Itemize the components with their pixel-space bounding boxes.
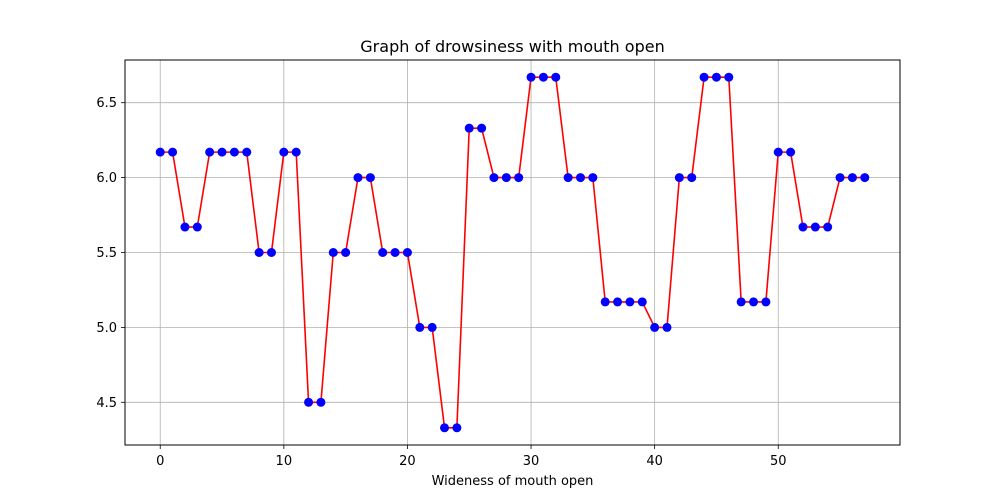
- data-point: [168, 147, 178, 157]
- x-axis-ticks: 0 10 20 30 40 50: [156, 445, 787, 469]
- data-point: [588, 173, 598, 183]
- data-point: [353, 173, 363, 183]
- data-point: [600, 297, 610, 307]
- data-point: [464, 123, 474, 133]
- data-point: [242, 147, 252, 157]
- data-point: [415, 322, 425, 332]
- data-point: [254, 248, 264, 257]
- data-point: [402, 248, 412, 257]
- series-line: [160, 76, 865, 429]
- series-markers-group: [155, 72, 870, 433]
- data-point: [860, 173, 870, 183]
- data-point: [563, 173, 573, 183]
- data-point: [477, 123, 487, 133]
- x-tick-label: 30: [523, 454, 540, 469]
- data-point: [662, 322, 672, 332]
- data-point: [501, 173, 511, 183]
- series-line-group: [160, 76, 865, 429]
- data-point: [328, 248, 338, 257]
- data-point: [761, 297, 771, 307]
- data-point: [823, 222, 833, 232]
- data-point: [526, 72, 536, 82]
- data-point: [613, 297, 623, 307]
- y-tick-label: 4.5: [96, 396, 117, 411]
- data-point: [736, 297, 746, 307]
- data-point: [341, 248, 351, 257]
- x-tick-label: 0: [156, 454, 164, 469]
- data-point: [810, 222, 820, 232]
- x-tick-label: 40: [646, 454, 663, 469]
- data-point: [835, 173, 845, 183]
- grid-lines: [125, 60, 900, 445]
- data-point: [304, 397, 314, 407]
- data-point: [365, 173, 375, 183]
- data-point: [229, 147, 239, 157]
- data-point: [390, 248, 400, 257]
- x-tick-label: 10: [276, 454, 293, 469]
- data-point: [440, 423, 450, 433]
- x-axis-label: Wideness of mouth open: [432, 474, 594, 489]
- data-point: [749, 297, 759, 307]
- y-axis-ticks: 4.5 5.0 5.5 6.0 6.5: [96, 96, 125, 411]
- data-point: [316, 397, 326, 407]
- data-point: [575, 173, 585, 183]
- data-point: [699, 72, 709, 82]
- data-point: [155, 147, 165, 157]
- data-point: [786, 147, 796, 157]
- data-point: [378, 248, 388, 257]
- data-point: [724, 72, 734, 82]
- data-point: [489, 173, 499, 183]
- chart-title: Graph of drowsiness with mouth open: [360, 37, 664, 56]
- data-point: [773, 147, 783, 157]
- data-point: [650, 322, 660, 332]
- x-tick-label: 50: [770, 454, 787, 469]
- data-point: [180, 222, 190, 232]
- data-point: [711, 72, 721, 82]
- data-point: [266, 248, 276, 257]
- y-tick-label: 5.5: [96, 246, 117, 261]
- y-tick-label: 5.0: [96, 321, 117, 336]
- data-point: [192, 222, 202, 232]
- y-tick-label: 6.5: [96, 96, 117, 111]
- data-point: [427, 322, 437, 332]
- data-point: [452, 423, 462, 433]
- data-point: [798, 222, 808, 232]
- data-point: [551, 72, 561, 82]
- data-point: [674, 173, 684, 183]
- data-point: [205, 147, 215, 157]
- data-point: [538, 72, 548, 82]
- y-tick-label: 6.0: [96, 171, 117, 186]
- data-point: [291, 147, 301, 157]
- data-point: [279, 147, 289, 157]
- data-point: [514, 173, 524, 183]
- data-point: [625, 297, 635, 307]
- x-tick-label: 20: [399, 454, 416, 469]
- data-point: [637, 297, 647, 307]
- data-point: [687, 173, 697, 183]
- data-point: [217, 147, 227, 157]
- data-point: [847, 173, 857, 183]
